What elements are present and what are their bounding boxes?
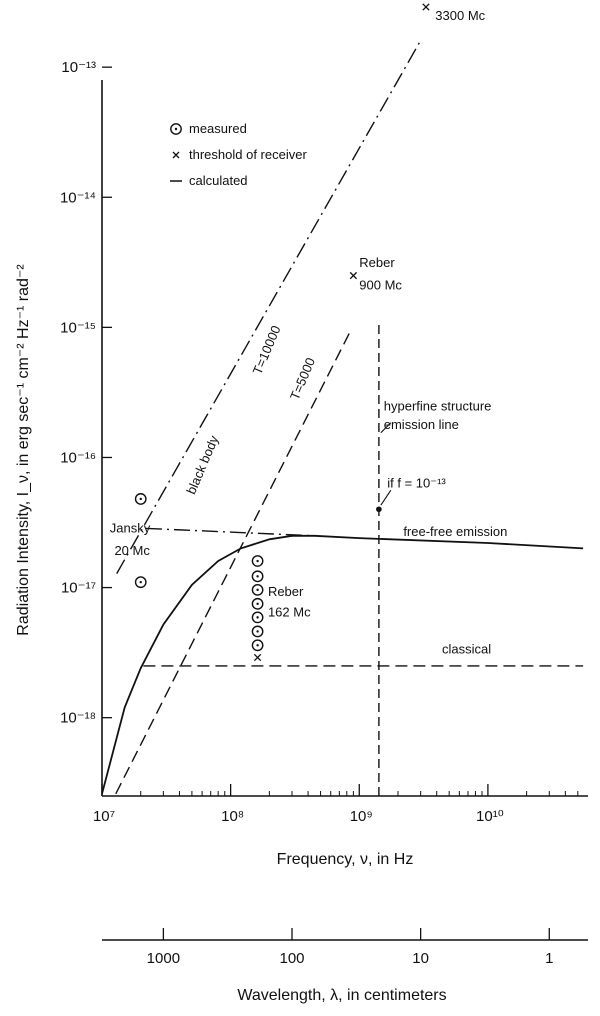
measured-point-center — [256, 588, 259, 592]
curve-label: black body — [183, 433, 221, 497]
measured-point-center — [139, 497, 142, 501]
threshold-point — [422, 3, 430, 11]
series-line-1 — [115, 329, 352, 795]
legend-label: threshold of receiver — [189, 147, 307, 162]
y-tick-label: 10⁻¹⁶ — [60, 449, 96, 466]
annotation-label: Reber — [359, 255, 395, 270]
annotation-label: hyperfine structure — [384, 398, 492, 413]
hyperfine-point — [376, 506, 382, 513]
curves — [101, 40, 584, 796]
measured-point-center — [256, 616, 259, 619]
annotation-label: free-free emission — [403, 524, 507, 539]
legend-symbol-threshold — [172, 151, 180, 159]
secondary-axis-title: Wavelength, λ, in centimeters — [237, 987, 446, 1004]
legend-symbol-measured-center — [174, 127, 178, 131]
annotation-label: if f = 10⁻¹³ — [387, 475, 446, 490]
secondary-tick-label: 1 — [545, 950, 553, 967]
x-tick-label: 10⁸ — [221, 808, 244, 825]
ticks: 10⁷ 10⁸ 10⁹ 10¹⁰ 10⁻¹³ 10⁻¹⁴ 10⁻¹⁵ 10⁻¹⁶ 10⁻¹⁷ 10… — [60, 59, 579, 967]
y-tick-label: 10⁻¹³ — [61, 59, 96, 76]
ff-point-pointer — [380, 489, 392, 506]
markers — [134, 3, 430, 662]
hyperfine-pointer — [380, 422, 392, 434]
threshold-point — [349, 271, 358, 280]
curve-label: T=10000 — [250, 323, 284, 376]
y-tick-label: 10⁻¹⁴ — [60, 189, 96, 206]
annotation-label: 3300 Mc — [435, 8, 485, 23]
measured-point-center — [256, 630, 259, 633]
y-tick-label: 10⁻¹⁷ — [61, 580, 96, 597]
annotation-label: 162 Mc — [268, 604, 311, 619]
series-line-0 — [116, 40, 422, 574]
measured-point-center — [256, 602, 259, 606]
y-tick-label: 10⁻¹⁸ — [60, 710, 96, 727]
annotation-label: classical — [442, 642, 491, 657]
secondary-tick-label: 100 — [279, 950, 304, 967]
x-axis-title: Frequency, ν, in Hz — [277, 851, 414, 868]
legend: measured threshold of receiver calculated — [170, 121, 307, 188]
legend-label: calculated — [189, 173, 248, 188]
x-tick-label: 10⁷ — [93, 808, 115, 825]
threshold-point — [253, 653, 262, 662]
annotation-label: 900 Mc — [359, 278, 402, 293]
legend-label: measured — [189, 121, 247, 136]
measured-point-center — [256, 575, 259, 578]
x-tick-label: 10¹⁰ — [476, 808, 504, 825]
y-tick-label: 10⁻¹⁵ — [60, 319, 96, 336]
measured-point-center — [139, 580, 142, 584]
annotation-label: Reber — [268, 584, 304, 599]
measured-point-center — [256, 559, 259, 563]
y-axis-title: Radiation Intensity, I_ν, in erg sec⁻¹ c… — [15, 264, 32, 636]
series-line-2 — [101, 534, 584, 795]
annotation-label: emission line — [384, 417, 459, 432]
measured-point-center — [256, 644, 259, 647]
secondary-tick-label: 1000 — [147, 950, 180, 967]
annotation-label: 20 Mc — [114, 543, 150, 558]
x-tick-label: 10⁹ — [350, 808, 373, 825]
secondary-tick-label: 10 — [412, 950, 429, 967]
series-line-3 — [145, 527, 315, 537]
annotation-label: Jansky — [110, 521, 151, 536]
axes-frame — [101, 80, 588, 941]
curve-label: T=5000 — [287, 355, 318, 402]
